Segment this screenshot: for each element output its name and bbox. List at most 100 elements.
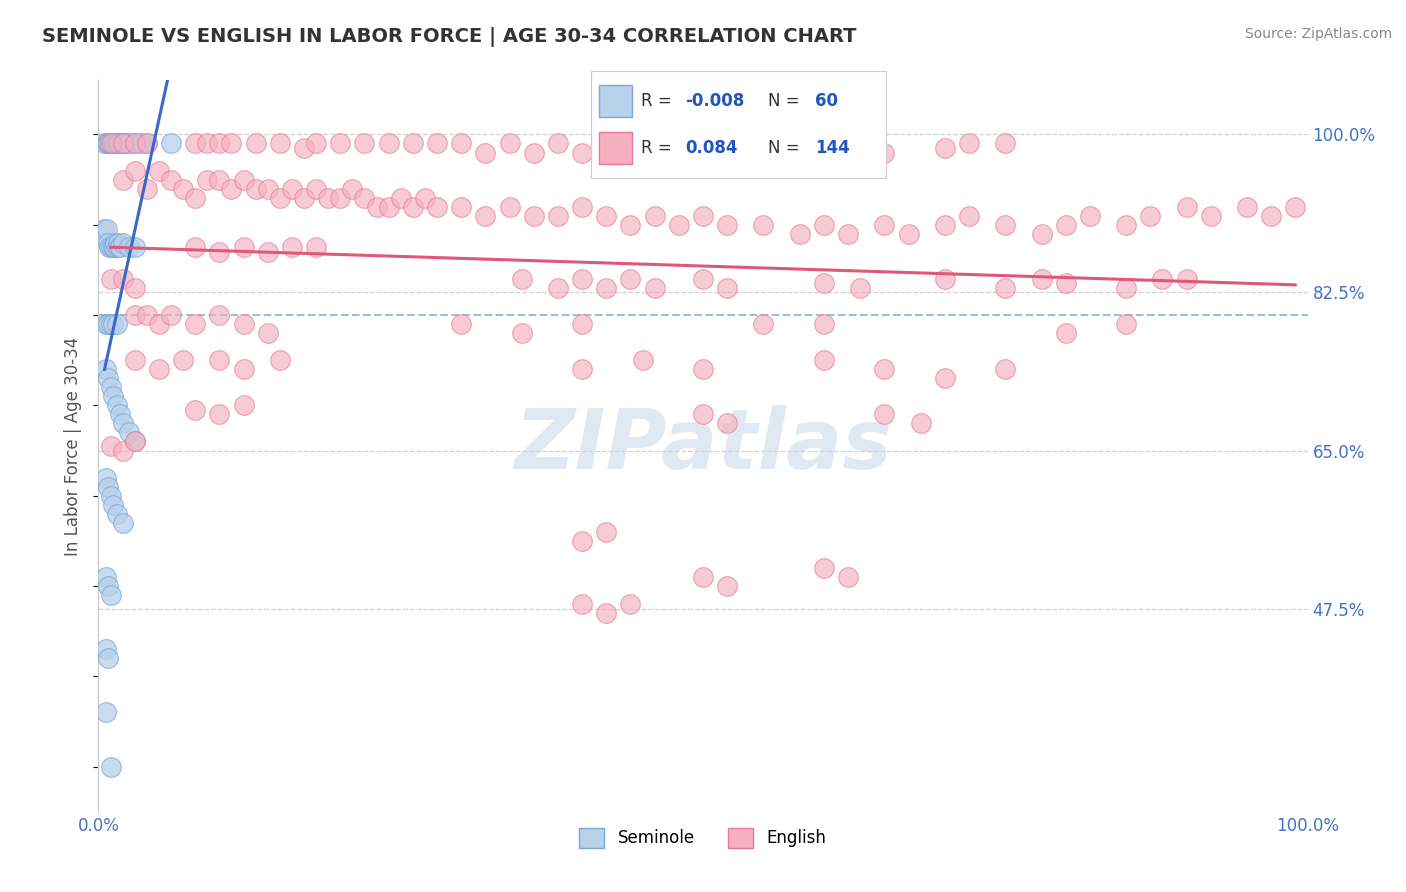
Point [100, 588, 122, 602]
Point [342, 181, 364, 195]
Point [910, 417, 932, 431]
Point [100, 317, 122, 331]
Point [789, 227, 811, 241]
Point [100, 136, 122, 151]
Point [305, 240, 328, 254]
Point [631, 353, 654, 368]
Point [523, 145, 546, 160]
Point [105, 240, 128, 254]
Point [402, 200, 425, 214]
Point [111, 136, 134, 151]
Point [195, 136, 218, 151]
Point [148, 362, 170, 376]
Point [994, 218, 1017, 232]
Point [813, 277, 835, 291]
Point [668, 218, 690, 232]
Point [105, 507, 128, 521]
Point [281, 181, 304, 195]
Point [813, 317, 835, 331]
Point [450, 317, 472, 331]
Point [547, 209, 569, 223]
Point [96, 136, 118, 151]
Point [111, 417, 134, 431]
Point [97, 480, 120, 494]
Point [957, 136, 980, 151]
Point [96, 222, 118, 236]
Point [1054, 277, 1077, 291]
Point [184, 403, 207, 417]
Point [1236, 200, 1258, 214]
Point [644, 136, 666, 151]
Point [994, 136, 1017, 151]
Point [108, 240, 131, 254]
Point [595, 136, 617, 151]
Point [124, 281, 146, 295]
Point [208, 408, 231, 422]
FancyBboxPatch shape [599, 132, 631, 164]
Point [692, 272, 714, 286]
Point [111, 136, 134, 151]
Point [97, 371, 120, 385]
Point [100, 439, 122, 453]
Point [837, 136, 859, 151]
Point [934, 141, 956, 155]
Point [101, 498, 124, 512]
Point [148, 163, 170, 178]
Point [305, 181, 328, 195]
Point [105, 317, 128, 331]
Point [644, 281, 666, 295]
Point [498, 200, 520, 214]
Point [897, 227, 920, 241]
Point [148, 317, 170, 331]
Point [103, 136, 125, 151]
Point [111, 516, 134, 530]
Point [1115, 281, 1137, 295]
Point [813, 218, 835, 232]
Point [873, 408, 896, 422]
Point [256, 244, 278, 259]
Point [619, 136, 641, 151]
Point [873, 362, 896, 376]
Point [281, 240, 304, 254]
Point [93, 136, 115, 151]
Point [595, 524, 617, 539]
Point [269, 353, 291, 368]
Point [934, 371, 956, 385]
Point [94, 362, 117, 376]
Point [97, 317, 120, 331]
Point [93, 222, 115, 236]
Point [232, 172, 254, 186]
Point [124, 308, 146, 322]
Point [595, 606, 617, 620]
Point [716, 218, 738, 232]
Point [101, 240, 124, 254]
Point [571, 317, 593, 331]
Point [1078, 209, 1101, 223]
Point [114, 136, 136, 151]
Point [402, 136, 425, 151]
Point [692, 408, 714, 422]
Point [523, 209, 546, 223]
Point [716, 281, 738, 295]
Point [221, 181, 243, 195]
Text: R =: R = [641, 139, 676, 157]
Point [135, 136, 157, 151]
Point [135, 181, 157, 195]
Point [100, 136, 122, 151]
Point [619, 597, 641, 611]
Point [124, 353, 146, 368]
Point [208, 244, 231, 259]
Point [160, 308, 183, 322]
Point [94, 317, 117, 331]
Text: Source: ZipAtlas.com: Source: ZipAtlas.com [1244, 27, 1392, 41]
Text: 60: 60 [815, 93, 838, 111]
Point [1115, 218, 1137, 232]
Point [100, 489, 122, 503]
Point [97, 579, 120, 593]
Point [184, 191, 207, 205]
Point [135, 308, 157, 322]
Point [366, 200, 388, 214]
Point [644, 209, 666, 223]
Point [160, 136, 183, 151]
Text: 0.084: 0.084 [685, 139, 738, 157]
